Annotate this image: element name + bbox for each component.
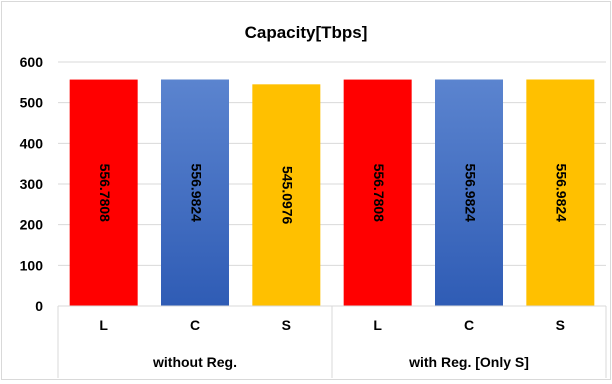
y-tick-label: 300 bbox=[20, 176, 44, 192]
data-label: 556.7808 bbox=[97, 164, 113, 223]
x-group-label: with Reg. [Only S] bbox=[408, 354, 529, 370]
bar bbox=[69, 79, 138, 306]
y-tick-label: 600 bbox=[20, 54, 44, 70]
x-tick-label: L bbox=[373, 317, 382, 333]
data-label: 556.9824 bbox=[188, 164, 204, 223]
x-tick-label: S bbox=[556, 317, 565, 333]
bar bbox=[252, 84, 321, 307]
y-tick-label: 100 bbox=[20, 257, 44, 273]
bar-chart: Capacity[Tbps] 556.7808 556.9824 545.0976 5… bbox=[20, 23, 607, 378]
x-group-label: without Reg. bbox=[152, 354, 237, 370]
data-label: 556.7808 bbox=[371, 164, 387, 223]
data-label: 556.9824 bbox=[554, 164, 570, 223]
data-label: 556.9824 bbox=[462, 164, 478, 223]
y-tick-label: 200 bbox=[20, 217, 44, 233]
x-tick-label: C bbox=[190, 317, 200, 333]
bar bbox=[161, 79, 229, 306]
y-tick-label: 0 bbox=[35, 298, 43, 314]
chart-title: Capacity[Tbps] bbox=[245, 23, 368, 42]
bar bbox=[435, 79, 503, 306]
bar bbox=[343, 79, 412, 306]
bar bbox=[526, 79, 595, 306]
data-label: 545.0976 bbox=[280, 166, 296, 225]
x-tick-label: C bbox=[464, 317, 474, 333]
x-tick-label: S bbox=[282, 317, 291, 333]
x-tick-label: L bbox=[99, 317, 108, 333]
y-tick-label: 500 bbox=[20, 95, 44, 111]
y-tick-label: 400 bbox=[20, 135, 44, 151]
